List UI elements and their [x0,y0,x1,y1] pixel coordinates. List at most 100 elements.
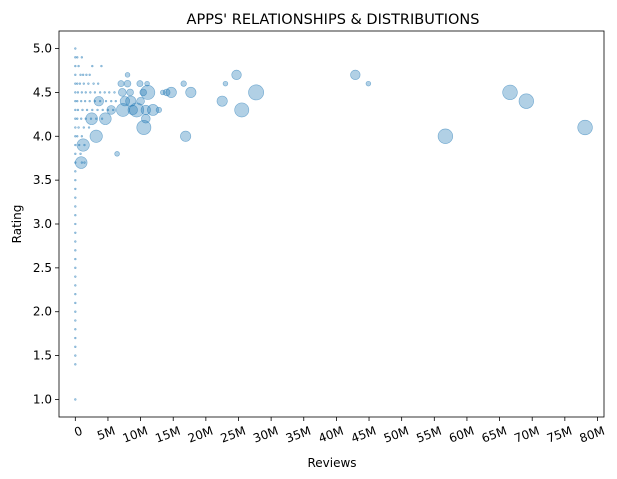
data-point-117 [136,120,152,135]
data-point-82 [89,117,93,120]
x-tick-label: 45M [349,424,378,446]
data-point-46 [80,56,84,59]
data-point-86 [82,126,85,129]
data-point-95 [85,112,98,125]
data-point-130 [222,80,229,87]
data-point-39 [77,64,80,68]
data-point-85 [77,126,80,129]
data-point-80 [80,117,83,120]
data-point-2 [74,64,77,68]
data-point-93 [80,161,84,164]
x-tick-label: 25M [219,424,248,446]
data-point-48 [78,82,82,85]
x-tick-label: 65M [480,424,509,446]
x-tick-label: 70M [512,424,541,446]
y-tick-label: 3.5 [33,173,52,187]
data-point-35 [74,354,77,357]
data-point-5 [74,91,77,94]
data-point-8 [74,117,77,120]
data-point-41 [81,73,85,77]
data-point-90 [78,143,81,147]
data-point-31 [74,319,77,322]
data-point-40 [79,73,82,77]
data-point-60 [108,91,111,94]
data-point-97 [75,156,88,169]
data-point-28 [74,292,77,296]
data-point-106 [119,96,131,107]
data-point-69 [110,100,113,103]
data-point-50 [87,82,90,85]
data-point-70 [114,100,117,103]
data-point-36 [74,363,77,366]
data-point-62 [76,100,79,103]
data-point-23 [74,249,77,252]
y-axis-label: Rating [10,205,24,244]
data-point-120 [140,85,156,100]
data-point-44 [91,64,94,68]
data-point-56 [89,91,92,94]
data-point-92 [79,152,82,156]
data-point-42 [85,73,88,77]
y-tick-label: 4.5 [33,85,52,99]
data-point-94 [83,161,86,164]
x-tick-label: 60M [447,424,476,446]
data-point-1 [74,56,77,59]
data-point-27 [74,284,77,287]
data-point-52 [96,82,100,85]
data-point-37 [74,398,77,401]
data-point-21 [74,231,77,234]
data-point-11 [74,143,77,147]
data-point-68 [104,100,108,103]
data-point-24 [74,257,77,261]
data-point-102 [114,151,120,157]
data-point-29 [74,301,77,305]
data-point-15 [74,178,77,182]
data-point-91 [83,143,86,147]
data-point-113 [136,80,144,88]
data-point-126 [180,80,187,87]
data-point-54 [80,91,84,94]
data-point-127 [180,130,192,142]
data-point-103 [117,80,125,88]
data-point-115 [139,88,147,97]
data-point-20 [74,222,77,226]
data-point-96 [76,138,90,152]
data-point-119 [144,80,150,87]
data-point-98 [89,129,103,143]
data-point-137 [502,84,518,101]
scatter-points [74,47,593,401]
data-point-33 [74,336,77,340]
y-tick-label: 2.0 [33,305,52,319]
y-tick-label: 3.0 [33,217,52,231]
y-tick-label: 5.0 [33,42,52,56]
data-point-118 [141,114,151,124]
data-point-18 [74,205,77,208]
x-tick-label: 15M [153,424,182,446]
data-point-9 [74,126,77,129]
data-point-25 [74,266,77,270]
y-tick-label: 1.5 [33,349,52,363]
data-point-101 [106,105,116,115]
data-point-59 [103,91,106,94]
data-point-12 [74,152,77,156]
data-point-61 [113,91,116,94]
data-point-75 [96,108,99,112]
y-tick-label: 2.5 [33,261,52,275]
data-point-100 [93,96,104,107]
y-tick-label: 4.0 [33,129,52,143]
data-point-0 [74,47,77,50]
data-point-34 [74,345,77,349]
data-point-63 [80,100,83,103]
data-point-125 [165,86,177,98]
data-point-139 [577,119,593,136]
data-point-73 [85,108,89,112]
x-axis: 0 5M 10M 15M 20M 25M 30M 35M 40M 45M 50M 55M 60M 65M 7… [72,417,606,446]
data-point-108 [124,72,131,78]
data-point-84 [100,117,104,120]
data-point-19 [74,214,77,217]
data-point-26 [74,275,77,278]
data-point-38 [76,56,79,59]
data-point-49 [82,82,85,85]
data-point-132 [234,102,250,118]
